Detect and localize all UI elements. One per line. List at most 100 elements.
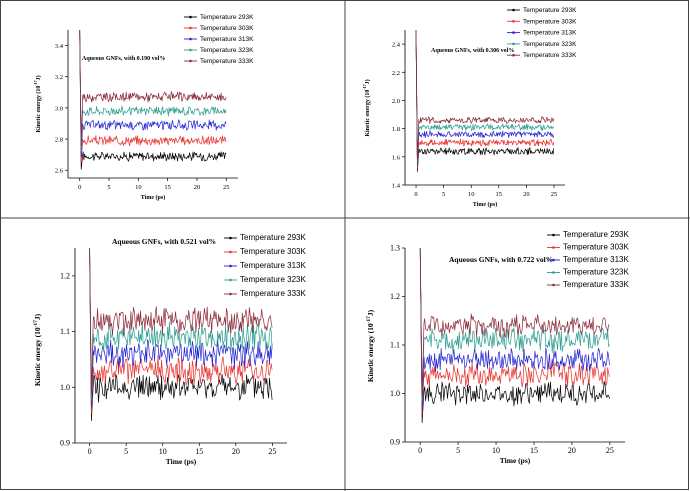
legend-marker <box>512 8 515 12</box>
legend-marker <box>552 258 555 262</box>
legend-item-4: Temperature 323K <box>224 275 306 284</box>
x-tick-label: 0 <box>78 184 81 191</box>
legend-marker <box>552 283 555 287</box>
y-axis-title-exp: -17 <box>366 316 372 324</box>
y-tick-label: 2.8 <box>55 137 63 144</box>
x-tick-label: 10 <box>135 184 142 191</box>
legend-item-1: Temperature 293K <box>507 7 577 14</box>
series-line-3 <box>79 29 227 158</box>
x-tick-label: 20 <box>194 184 201 191</box>
y-axis-title: Kinetic energy (10-17J) <box>33 75 42 132</box>
x-tick-label: 10 <box>468 191 475 198</box>
legend-marker <box>552 233 555 237</box>
y-tick-label: 1.0 <box>390 389 400 398</box>
y-tick-label: 2.6 <box>55 168 64 175</box>
x-tick-label: 25 <box>268 447 276 456</box>
x-axis-title: Time (ps) <box>166 457 197 466</box>
y-tick-label: 3.0 <box>55 105 63 112</box>
y-axis-title-unit: J) <box>364 79 371 84</box>
chart-4: 0 5 10 15 20 25 0.9 1.0 1.1 1.2 1.3 Time (ps) Kineti… <box>366 230 629 465</box>
legend-marker <box>229 278 232 282</box>
series-line-1 <box>79 29 227 170</box>
x-tick-label: 10 <box>159 447 167 456</box>
legend-marker <box>552 271 555 274</box>
y-tick-label: 1.1 <box>60 327 70 336</box>
x-tick-label: 15 <box>530 446 538 455</box>
y-axis-title-exp: -17 <box>33 320 39 328</box>
chart-panel-4: 0 5 10 15 20 25 0.9 1.0 1.1 1.2 1.3 Time (ps) Kineti… <box>366 230 629 465</box>
legend-label: Temperature 323K <box>563 268 629 277</box>
legend-marker <box>512 20 515 23</box>
legend-label: Temperature 303K <box>200 25 254 32</box>
y-tick-label: 0.9 <box>60 439 70 448</box>
x-tick-label: 25 <box>223 184 230 191</box>
legend-label: Temperature 313K <box>240 261 306 270</box>
x-tick-label: 20 <box>232 447 240 456</box>
legend-label: Temperature 333K <box>200 58 254 65</box>
legend-label: Temperature 293K <box>240 233 306 242</box>
chart-2: 0 5 10 15 20 25 1.4 1.6 1.8 2.0 2.2 2.4 Time (ps) Kin… <box>362 7 577 208</box>
legend-marker <box>552 246 555 249</box>
legend-label: Temperature 323K <box>200 47 254 54</box>
y-tick-label: 1.6 <box>392 154 401 161</box>
legend-marker <box>189 37 192 41</box>
y-axis-title: Kinetic energy (10-17J) <box>366 309 375 382</box>
chart-panel-2: 0 5 10 15 20 25 1.4 1.6 1.8 2.0 2.2 2.4 Time (ps) Kin… <box>362 7 577 208</box>
x-tick-label: 15 <box>496 191 503 198</box>
legend-item-2: Temperature 303K <box>547 243 629 252</box>
series-line-5 <box>415 29 555 160</box>
y-axis-title-exp: -17 <box>362 84 367 89</box>
chart-annotation: Aqueous GNFs, with 0.190 vol% <box>82 56 165 62</box>
legend-item-4: Temperature 323K <box>547 268 629 277</box>
legend-item-5: Temperature 333K <box>184 58 254 65</box>
y-tick-label: 1.1 <box>390 341 400 350</box>
y-tick-label: 3.2 <box>55 74 63 81</box>
x-axis-title: Time (ps) <box>141 194 165 201</box>
y-tick-label: 1.2 <box>390 292 400 301</box>
legend-item-1: Temperature 293K <box>184 14 254 21</box>
legend-marker <box>512 31 515 34</box>
legend-label: Temperature 313K <box>200 36 254 43</box>
series-line-3 <box>89 247 273 408</box>
x-tick-label: 0 <box>418 446 422 455</box>
series-line-4 <box>79 29 227 152</box>
legend-label: Temperature 323K <box>523 41 577 48</box>
chart-annotation: Aqueous GNFs, with 0.306 vol% <box>431 48 514 54</box>
x-tick-label: 5 <box>124 447 128 456</box>
legend-label: Temperature 303K <box>563 243 629 252</box>
legend-label: Temperature 313K <box>523 30 577 37</box>
y-tick-label: 2.2 <box>392 70 400 77</box>
chart-panel-1: 0 5 10 15 20 25 2.6 2.8 3.0 3.2 3.4 Time (ps) Kineti… <box>33 14 254 201</box>
series-line-4 <box>89 247 273 402</box>
legend-marker <box>512 42 515 46</box>
legend-item-5: Temperature 333K <box>507 52 577 59</box>
chart-panel-3: 0 5 10 15 20 25 0.9 1.0 1.1 1.2 Time (ps) Kinetic e… <box>33 233 306 466</box>
legend-marker <box>229 292 232 296</box>
legend-item-3: Temperature 313K <box>547 255 629 264</box>
x-tick-label: 15 <box>164 184 171 191</box>
legend-item-5: Temperature 333K <box>224 289 306 298</box>
legend-marker <box>189 26 192 30</box>
series-line-3 <box>415 29 555 166</box>
legend-item-3: Temperature 313K <box>224 261 306 270</box>
series-line-2 <box>79 29 227 164</box>
y-tick-label: 2.0 <box>392 98 400 105</box>
x-tick-label: 5 <box>107 184 110 191</box>
chart-1: 0 5 10 15 20 25 2.6 2.8 3.0 3.2 3.4 Time (ps) Kineti… <box>33 14 254 201</box>
series-line-1 <box>89 247 273 422</box>
y-axis-title-unit: J) <box>35 75 42 80</box>
x-tick-label: 10 <box>492 446 500 455</box>
legend-label: Temperature 293K <box>200 14 254 21</box>
x-tick-label: 20 <box>523 191 530 198</box>
y-axis-title-main: Kinetic energy (10 <box>364 90 371 137</box>
y-tick-label: 1.2 <box>60 271 70 280</box>
legend-marker <box>229 250 232 254</box>
series-line-5 <box>419 247 610 396</box>
legend-label: Temperature 333K <box>563 280 629 289</box>
y-axis-title-exp: -17 <box>33 80 38 85</box>
legend-label: Temperature 303K <box>240 247 306 256</box>
y-tick-label: 3.4 <box>55 43 64 50</box>
legend-item-1: Temperature 293K <box>547 230 629 239</box>
chart-3: 0 5 10 15 20 25 0.9 1.0 1.1 1.2 Time (ps) Kinetic e… <box>33 233 306 466</box>
